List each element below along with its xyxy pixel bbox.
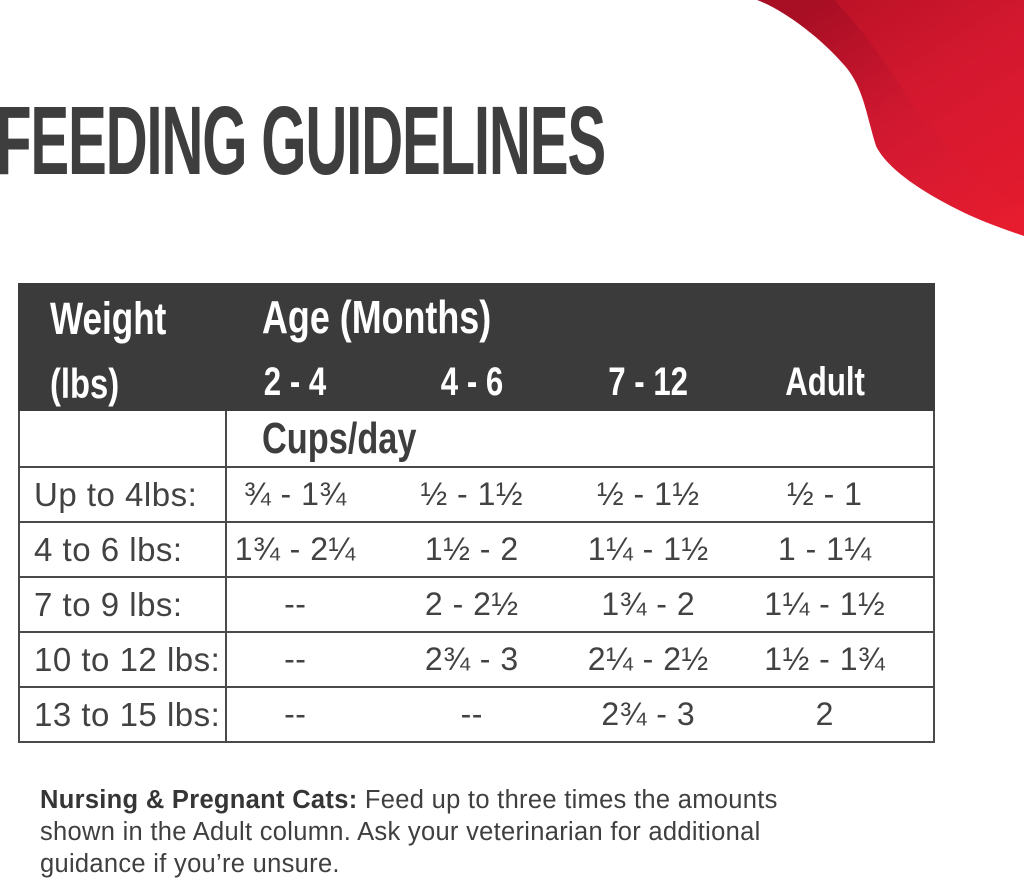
- cups-per-day-label: Cups/day: [262, 413, 417, 463]
- cell-value: 1 - 1¼: [777, 531, 872, 567]
- cell-value: 2 - 2½: [424, 586, 519, 622]
- age-column-adult: Adult: [784, 360, 865, 404]
- note-bold-prefix: Nursing & Pregnant Cats:: [40, 786, 358, 814]
- age-months-header-label: Age (Months): [262, 291, 492, 343]
- table-row: 7 to 9 lbs: -- 2 - 2½ 1¾ - 2 1¼ - 1½: [20, 578, 933, 633]
- table-row: Up to 4lbs: ¾ - 1¾ ½ - 1½ ½ - 1½ ½ - 1: [20, 468, 933, 523]
- cell-value: 1¼ - 1½: [587, 531, 709, 567]
- row-weight-label: Up to 4lbs:: [20, 468, 227, 521]
- row-weight-label: 4 to 6 lbs:: [20, 523, 227, 576]
- cell-value: 1¾ - 2: [601, 586, 696, 622]
- age-column-labels: 2 - 4 4 - 6 7 - 12 Adult: [227, 362, 933, 402]
- note-line-1: Nursing & Pregnant Cats: Feed up to thre…: [40, 786, 778, 814]
- cell-value: ½ - 1½: [596, 476, 700, 512]
- table-row: 4 to 6 lbs: 1¾ - 2¼ 1½ - 2 1¼ - 1½ 1 - 1…: [20, 523, 933, 578]
- red-swoosh-decoration: [757, 0, 1024, 236]
- weight-unit-label: (lbs): [50, 360, 120, 407]
- cell-value: 2: [815, 696, 834, 732]
- cell-value: 1½ - 2: [424, 531, 519, 567]
- cell-value: --: [284, 696, 307, 732]
- weight-header-label: Weight: [50, 293, 167, 344]
- units-row: Cups/day: [20, 411, 933, 468]
- age-column-4-6: 4 - 6: [440, 360, 503, 404]
- table-row: 13 to 15 lbs: -- -- 2¾ - 3 2: [20, 688, 933, 741]
- age-column-2-4: 2 - 4: [264, 360, 327, 404]
- cell-value: ¾ - 1¾: [243, 476, 347, 512]
- feeding-guidelines-table: Weight (lbs) Age (Months) 2 - 4 4 - 6 7 …: [18, 283, 935, 743]
- cell-value: 2¾ - 3: [424, 641, 519, 677]
- row-weight-label: 13 to 15 lbs:: [20, 688, 227, 741]
- cell-value: 1¼ - 1½: [764, 586, 886, 622]
- note-line-2: shown in the Adult column. Ask your vete…: [40, 818, 761, 846]
- table-header: Weight (lbs) Age (Months) 2 - 4 4 - 6 7 …: [18, 283, 935, 411]
- cell-value: 1¾ - 2¼: [234, 531, 356, 567]
- cell-value: --: [460, 696, 483, 732]
- table-row: 10 to 12 lbs: -- 2¾ - 3 2¼ - 2½ 1½ - 1¾: [20, 633, 933, 688]
- page-title-text: FEEDING GUIDELINES: [0, 86, 606, 195]
- nursing-pregnant-note: Nursing & Pregnant Cats: Feed up to thre…: [40, 784, 778, 880]
- row-weight-label: 7 to 9 lbs:: [20, 578, 227, 631]
- cell-value: --: [284, 641, 307, 677]
- cell-value: ½ - 1½: [420, 476, 524, 512]
- cell-value: 2¾ - 3: [601, 696, 696, 732]
- cell-value: 2¼ - 2½: [587, 641, 709, 677]
- cell-value: ½ - 1: [787, 476, 863, 512]
- age-months-header-group: Age (Months) 2 - 4 4 - 6 7 - 12 Adult: [227, 283, 933, 411]
- age-column-7-12: 7 - 12: [608, 360, 689, 404]
- row-weight-label: 10 to 12 lbs:: [20, 633, 227, 686]
- units-row-empty-cell: [20, 411, 227, 466]
- cell-value: 1½ - 1¾: [764, 641, 886, 677]
- note-line-3: guidance if you’re unsure.: [40, 850, 340, 878]
- cell-value: --: [284, 586, 307, 622]
- weight-column-header: Weight (lbs): [20, 283, 227, 411]
- page-title: FEEDING GUIDELINES: [0, 92, 1011, 189]
